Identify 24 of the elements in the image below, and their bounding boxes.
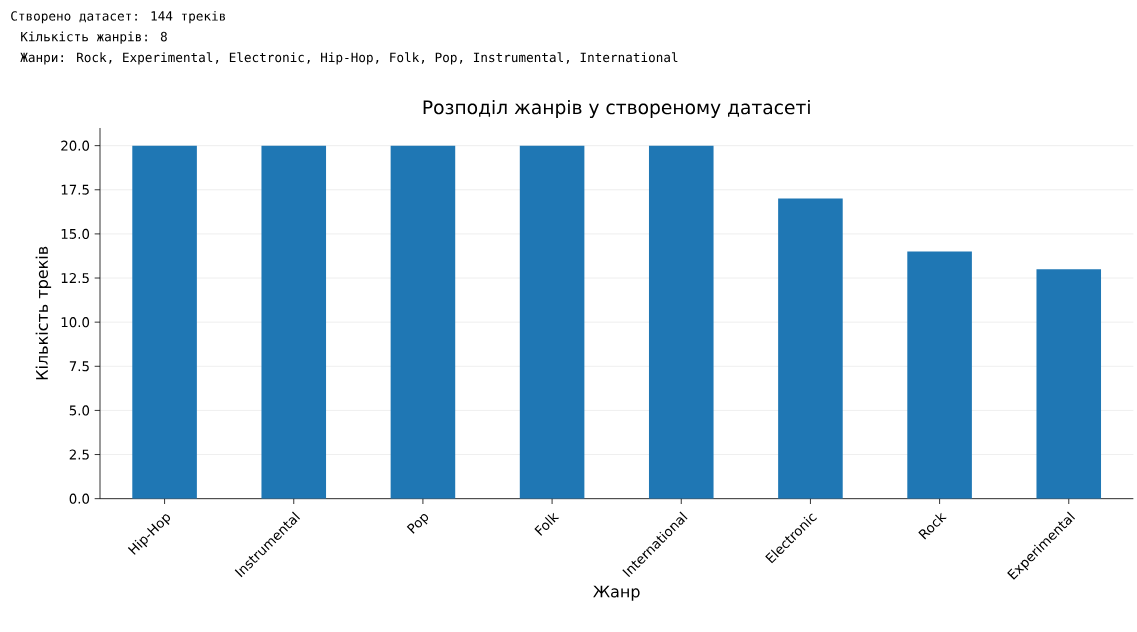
y-tick-label: 5.0: [69, 405, 90, 416]
y-tick-label: 10.0: [61, 317, 90, 328]
y-tick-label: 0.0: [69, 493, 90, 504]
bar: [1036, 269, 1102, 499]
y-tick-label: 20.0: [61, 140, 90, 151]
y-tick-label: 17.5: [61, 184, 89, 195]
bar: [390, 145, 456, 499]
text: Кількість жанрів: 8: [21, 31, 167, 44]
y-tick-label: 2.5: [69, 449, 89, 460]
x-tick-label: Pop: [406, 514, 429, 534]
bar: [132, 145, 197, 499]
y-tick-label: 12.5: [61, 272, 89, 284]
text: Жанри: Rock, Experimental, Electronic, Hip-Hop, Folk, Pop, Instrumental, International: [20, 52, 678, 65]
bar: [648, 145, 714, 499]
bar: [519, 145, 585, 499]
chart-title: Розподіл жанрів у створеному датасеті: [423, 99, 810, 118]
bar: [907, 251, 972, 499]
y-axis-title: Кількість треків: [35, 246, 52, 380]
text: Створено датасет: 144 треків: [11, 10, 226, 24]
x-axis-title: Жанр: [593, 585, 640, 601]
y-tick-label: 15.0: [61, 228, 90, 239]
bar: [261, 145, 327, 499]
bar: [778, 198, 843, 499]
y-tick-label: 7.5: [69, 361, 89, 372]
